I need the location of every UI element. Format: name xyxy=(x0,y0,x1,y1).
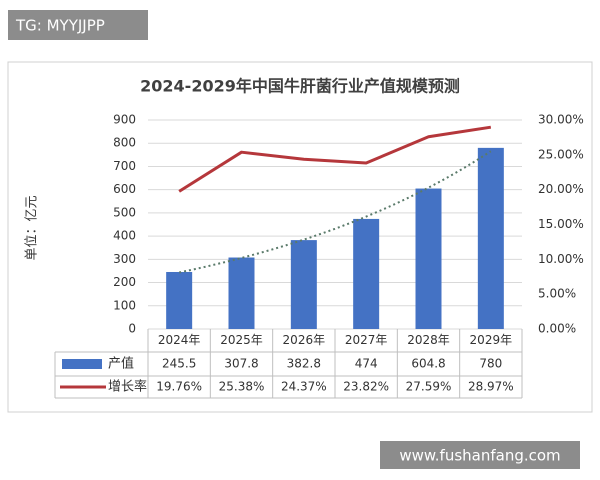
y2-tick-label: 25.00% xyxy=(538,147,584,161)
table-value: 245.5 xyxy=(162,357,196,371)
table-value: 474 xyxy=(355,357,378,371)
bar xyxy=(290,240,317,329)
y2-tick-label: 20.00% xyxy=(538,182,584,196)
y2-tick-label: 15.00% xyxy=(538,217,584,231)
watermark: TG: MYYJJPP xyxy=(15,17,105,35)
x-tick-label: 2029年 xyxy=(470,333,513,347)
y2-tick-label: 0.00% xyxy=(538,322,576,336)
x-tick-label: 2026年 xyxy=(283,333,326,347)
y-tick-label: 600 xyxy=(113,182,136,196)
table-value: 382.8 xyxy=(287,357,321,371)
bar xyxy=(353,218,380,329)
bar xyxy=(166,271,193,329)
site-box xyxy=(380,441,580,469)
legend-label: 增长率 xyxy=(108,379,147,395)
table-value: 780 xyxy=(479,357,502,371)
y2-tick-label: 5.00% xyxy=(538,287,576,301)
y-axis-label: 单位：亿元 xyxy=(25,195,40,260)
table-value: 23.82% xyxy=(343,380,389,394)
chart-title: 2024-2029年中国牛肝菌行业产值规模预测 xyxy=(140,77,460,96)
y2-tick-label: 30.00% xyxy=(538,113,584,127)
bar xyxy=(477,147,504,329)
table-value: 28.97% xyxy=(468,380,514,394)
table-value: 604.8 xyxy=(411,357,445,371)
trendline xyxy=(178,150,492,274)
legend-label: 产值 xyxy=(108,356,134,372)
site-label: www.fushanfang.com xyxy=(399,447,560,465)
y-tick-label: 100 xyxy=(113,298,136,312)
watermark-box xyxy=(8,10,148,40)
x-tick-label: 2024年 xyxy=(158,333,201,347)
table-value: 307.8 xyxy=(224,357,258,371)
x-tick-label: 2025年 xyxy=(220,333,263,347)
bar xyxy=(415,188,442,329)
line xyxy=(178,125,492,193)
y-tick-label: 400 xyxy=(113,229,136,243)
bar xyxy=(228,257,255,329)
y-tick-label: 500 xyxy=(113,205,136,219)
table-value: 25.38% xyxy=(219,380,265,394)
x-tick-label: 2028年 xyxy=(407,333,450,347)
y-tick-label: 900 xyxy=(113,113,136,127)
y-tick-label: 700 xyxy=(113,159,136,173)
y-tick-label: 0 xyxy=(128,322,136,336)
legend-swatch xyxy=(62,359,102,369)
y-tick-label: 300 xyxy=(113,252,136,266)
y2-tick-label: 10.00% xyxy=(538,252,584,266)
table-value: 24.37% xyxy=(281,380,327,394)
x-tick-label: 2027年 xyxy=(345,333,388,347)
table-value: 19.76% xyxy=(156,380,202,394)
y-tick-label: 800 xyxy=(113,136,136,150)
y-tick-label: 200 xyxy=(113,275,136,289)
table-value: 27.59% xyxy=(406,380,452,394)
